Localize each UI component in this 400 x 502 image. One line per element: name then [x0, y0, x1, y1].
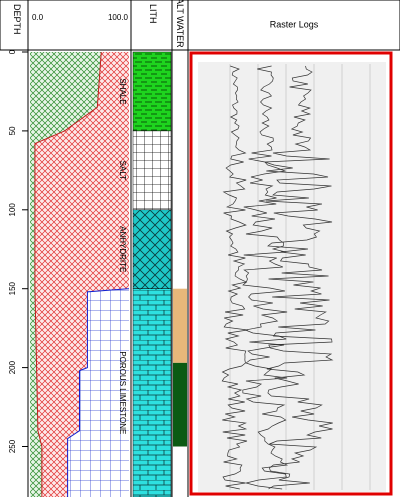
lith-label: POROUS LIMESTONE	[118, 351, 127, 434]
lith-interval	[132, 209, 172, 289]
raster-trace	[221, 65, 248, 490]
header-box	[0, 0, 400, 51]
depth-label: 150	[8, 281, 17, 295]
depth-label: 50	[8, 126, 17, 135]
log-curve	[67, 288, 130, 497]
tracks: 0.0 100.0 0 50 100 150 200 250 SHALE SALT ANHYDRIT…	[8, 13, 393, 498]
lith-label: SHALE	[118, 78, 127, 104]
lith-header: LITH	[148, 4, 158, 24]
log-curve	[34, 51, 102, 497]
raster-trace	[264, 65, 334, 490]
depth-label: 200	[8, 360, 17, 374]
fluid-interval	[173, 362, 187, 447]
lith-label: ANHYDRITE	[118, 226, 127, 272]
raster-header: Raster Logs	[270, 19, 319, 29]
scale-max: 100.0	[108, 13, 129, 22]
lith-label: SALT	[118, 161, 127, 181]
fluid-header: SALT WATER	[175, 0, 185, 48]
porosity-area	[67, 288, 129, 497]
depth-header: DEPTH	[12, 4, 22, 35]
depth-label: 0	[8, 49, 17, 54]
lith-interval	[132, 130, 172, 211]
raster-trace	[242, 65, 289, 490]
raster-frame	[189, 51, 393, 496]
lith-interval	[132, 288, 172, 498]
depth-label: 100	[8, 203, 17, 217]
sand-area	[34, 52, 130, 497]
scale-min: 0.0	[32, 13, 44, 22]
fluid-interval	[173, 288, 187, 363]
lith-interval	[132, 51, 172, 132]
raster-image	[198, 62, 386, 492]
shale-area	[30, 52, 102, 497]
depth-label: 250	[8, 439, 17, 453]
